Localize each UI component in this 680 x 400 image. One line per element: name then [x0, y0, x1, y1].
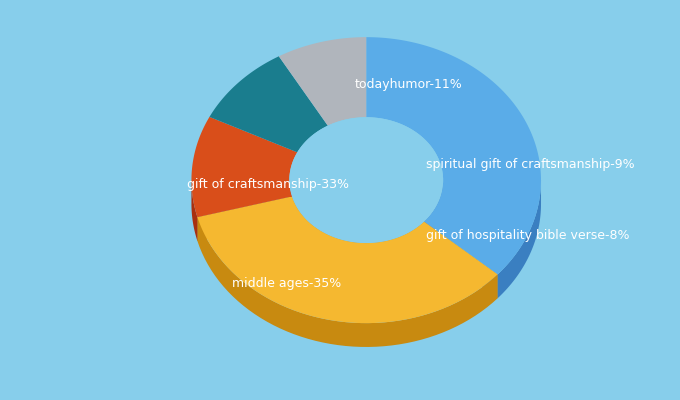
Polygon shape — [197, 196, 292, 241]
Text: gift of hospitality bible verse-8%: gift of hospitality bible verse-8% — [426, 229, 629, 242]
Polygon shape — [197, 217, 498, 347]
Polygon shape — [498, 180, 541, 298]
Text: middle ages-35%: middle ages-35% — [232, 277, 341, 290]
Polygon shape — [289, 117, 443, 243]
Polygon shape — [279, 37, 367, 126]
Polygon shape — [192, 180, 197, 241]
Text: todayhumor-11%: todayhumor-11% — [354, 78, 462, 91]
Polygon shape — [424, 180, 443, 246]
Text: spiritual gift of craftsmanship-9%: spiritual gift of craftsmanship-9% — [426, 158, 634, 171]
Polygon shape — [209, 56, 328, 152]
Polygon shape — [367, 37, 541, 274]
Polygon shape — [289, 180, 292, 220]
Polygon shape — [424, 222, 498, 298]
Polygon shape — [192, 117, 297, 217]
Polygon shape — [197, 196, 498, 323]
Text: gift of craftsmanship-33%: gift of craftsmanship-33% — [188, 178, 350, 191]
Polygon shape — [292, 196, 424, 267]
